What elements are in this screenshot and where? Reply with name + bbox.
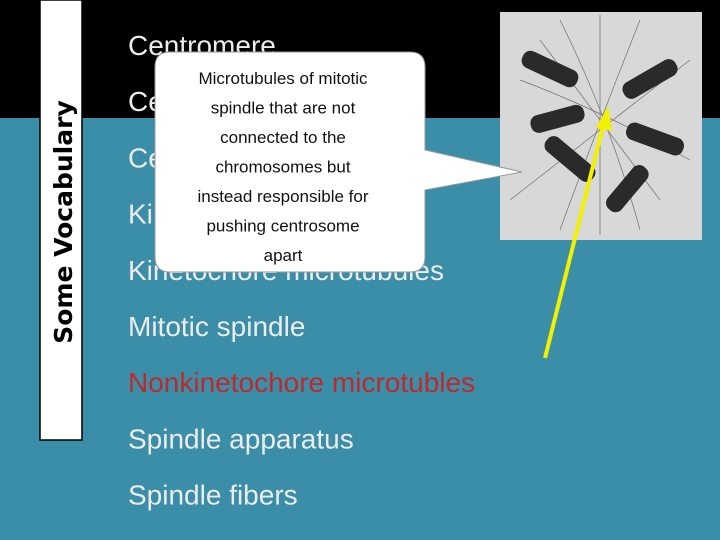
callout-text: Microtubules of mitotic spindle that are … (197, 69, 368, 265)
arrow-line (543, 121, 606, 359)
callout-line: chromosomes but (215, 158, 350, 177)
term: Mitotic spindle (128, 311, 305, 342)
sidebar (39, 0, 83, 441)
micrograph (500, 12, 702, 240)
callout-line: connected to the (220, 128, 346, 147)
callout-line: Microtubules of mitotic (198, 69, 368, 88)
callout-line: spindle that are not (211, 99, 356, 118)
arrow-head (596, 106, 612, 131)
callout-line: instead responsible for (197, 187, 368, 206)
callout-line: apart (264, 246, 303, 265)
term: Spindle apparatus (128, 423, 354, 454)
term: Spindle fibers (128, 480, 298, 511)
callout-bubble (154, 51, 523, 273)
sidebar-title: Some Vocabulary (49, 100, 78, 344)
term: Nonkinetochore microtubles (128, 367, 475, 398)
callout-line: pushing centrosome (206, 217, 359, 236)
